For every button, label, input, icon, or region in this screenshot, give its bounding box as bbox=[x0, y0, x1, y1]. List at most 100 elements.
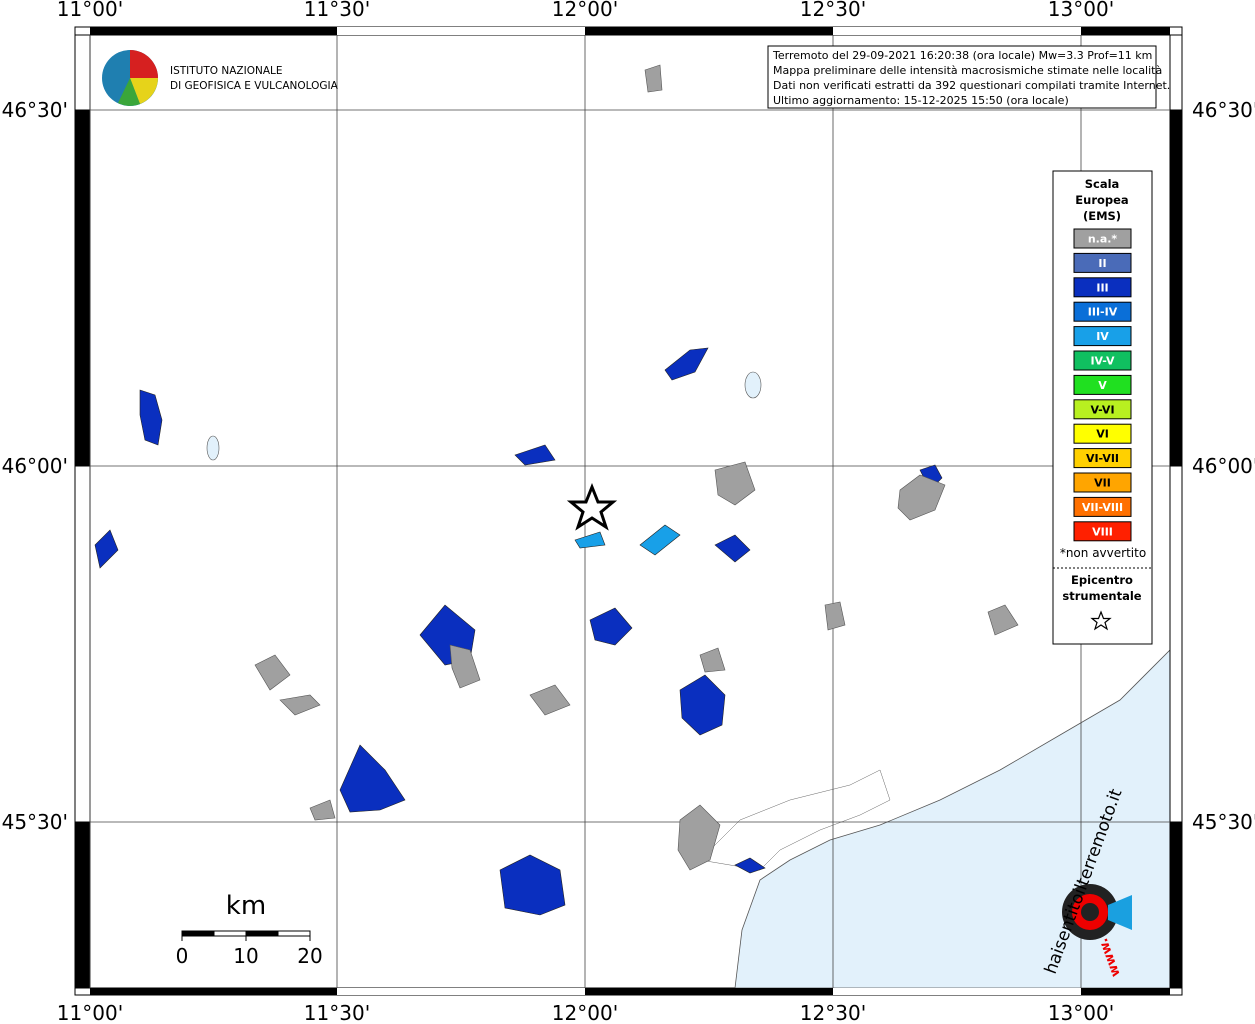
locality-area bbox=[664, 347, 709, 381]
scale-unit: km bbox=[226, 891, 266, 921]
locality-area bbox=[339, 744, 406, 813]
epicenter-star bbox=[566, 482, 618, 531]
longitude-label: 12°00' bbox=[552, 0, 618, 21]
locality-areas bbox=[94, 64, 1019, 916]
legend-label: VI-VII bbox=[1086, 452, 1119, 465]
epicenter bbox=[566, 482, 618, 531]
legend-title: Scala bbox=[1085, 177, 1120, 191]
longitude-label: 12°00' bbox=[552, 1001, 618, 1024]
locality-area bbox=[499, 854, 566, 916]
latitude-label: 46°30' bbox=[2, 98, 68, 122]
longitude-label: 11°30' bbox=[304, 1001, 370, 1024]
border-segment bbox=[74, 821, 91, 989]
legend-swatch bbox=[1073, 252, 1132, 273]
border-segment bbox=[1081, 27, 1170, 35]
legend-label: n.a.* bbox=[1088, 233, 1118, 246]
border-segment bbox=[1169, 34, 1183, 111]
legend-label: VII-VIII bbox=[1082, 501, 1123, 514]
locality-area bbox=[94, 529, 119, 569]
locality-area bbox=[139, 389, 163, 446]
logo-segment bbox=[130, 78, 158, 104]
scale-segment bbox=[277, 930, 311, 937]
legend-swatch bbox=[1073, 399, 1132, 420]
lake bbox=[206, 435, 220, 461]
map-frame bbox=[74, 26, 1183, 996]
locality-area bbox=[734, 857, 766, 874]
legend-label: III-IV bbox=[1088, 306, 1118, 319]
legend-label: V-VI bbox=[1090, 403, 1114, 416]
locality-area bbox=[987, 604, 1019, 636]
legend-note: *non avvertito bbox=[1060, 546, 1146, 560]
legend-swatch bbox=[1073, 472, 1132, 493]
locality-area bbox=[279, 694, 321, 716]
legend-swatch bbox=[1073, 521, 1132, 542]
locality-area bbox=[529, 684, 571, 716]
logo-text: DI GEOFISICA E VULCANOLOGIA bbox=[170, 80, 339, 92]
legend-title: (EMS) bbox=[1083, 209, 1121, 223]
legend-epicenter: Epicentro bbox=[1071, 573, 1133, 587]
lagoon bbox=[699, 769, 891, 871]
scale-tick-label: 10 bbox=[233, 944, 258, 968]
border-segment bbox=[90, 27, 337, 35]
info-line: Terremoto del 29-09-2021 16:20:38 (ora l… bbox=[772, 49, 1152, 62]
info-line: Dati non verificati estratti da 392 ques… bbox=[773, 79, 1170, 92]
legend-swatch bbox=[1073, 326, 1132, 347]
legend-star bbox=[1090, 610, 1112, 631]
logo-text: ISTITUTO NAZIONALE bbox=[170, 65, 283, 77]
longitude-label: 12°30' bbox=[800, 1001, 866, 1024]
legend-label: VI bbox=[1096, 428, 1109, 441]
locality-area bbox=[449, 644, 481, 689]
longitude-label: 11°30' bbox=[304, 0, 370, 21]
scale-segment bbox=[181, 930, 215, 937]
border-segment bbox=[833, 988, 1081, 995]
border-segment bbox=[833, 27, 1081, 35]
scale-tick-label: 0 bbox=[176, 944, 189, 968]
border-segment bbox=[1169, 465, 1183, 823]
logo-segment bbox=[130, 50, 158, 78]
locality-area bbox=[514, 444, 556, 466]
legend-label: IV-V bbox=[1090, 355, 1115, 368]
border-segment bbox=[74, 465, 91, 823]
longitude-label: 13°00' bbox=[1048, 1001, 1114, 1024]
legend-swatch bbox=[1073, 374, 1132, 395]
legend-label: VII bbox=[1094, 477, 1111, 490]
scale-bar: km 0 10 20 bbox=[176, 891, 323, 968]
locality-area bbox=[897, 474, 946, 521]
border-segment bbox=[337, 988, 585, 995]
border-segment bbox=[337, 27, 585, 35]
scale-segment bbox=[245, 930, 279, 937]
border-segment bbox=[1169, 821, 1183, 989]
latitude-label: 45°30' bbox=[1192, 810, 1255, 834]
latitude-label: 46°00' bbox=[2, 454, 68, 478]
locality-area bbox=[699, 647, 726, 673]
watermark-horn bbox=[1108, 895, 1132, 930]
legend-swatch bbox=[1073, 277, 1132, 298]
locality-area bbox=[714, 461, 756, 506]
locality-area bbox=[309, 799, 336, 821]
info-line: Mappa preliminare delle intensità macros… bbox=[773, 64, 1162, 77]
legend-label: VIII bbox=[1092, 525, 1113, 538]
lake bbox=[744, 371, 762, 399]
info-box-border bbox=[767, 45, 1157, 109]
legend-swatch bbox=[1073, 228, 1132, 249]
locality-area bbox=[644, 64, 663, 93]
locality-area bbox=[714, 534, 751, 563]
legend-swatch bbox=[1073, 350, 1132, 371]
info-line: Ultimo aggiornamento: 15-12-2025 15:50 (… bbox=[773, 94, 1069, 107]
border-segment bbox=[1081, 988, 1170, 995]
latitude-label: 45°30' bbox=[2, 810, 68, 834]
longitude-label: 12°30' bbox=[800, 0, 866, 21]
border-segment bbox=[585, 27, 833, 35]
info-box: Terremoto del 29-09-2021 16:20:38 (ora l… bbox=[767, 45, 1170, 109]
legend: ScalaEuropea(EMS)n.a.*IIIIIIII-IVIVIV-VV… bbox=[1052, 170, 1153, 645]
locality-area bbox=[824, 601, 846, 631]
legend-label: IV bbox=[1096, 330, 1109, 343]
legend-swatch bbox=[1073, 448, 1132, 469]
locality-area bbox=[574, 531, 606, 549]
longitude-label: 11°00' bbox=[57, 1001, 123, 1024]
border-segment bbox=[74, 109, 91, 467]
scale-tick-label: 20 bbox=[297, 944, 322, 968]
legend-swatch bbox=[1073, 423, 1132, 444]
legend-title: Europea bbox=[1075, 193, 1128, 207]
